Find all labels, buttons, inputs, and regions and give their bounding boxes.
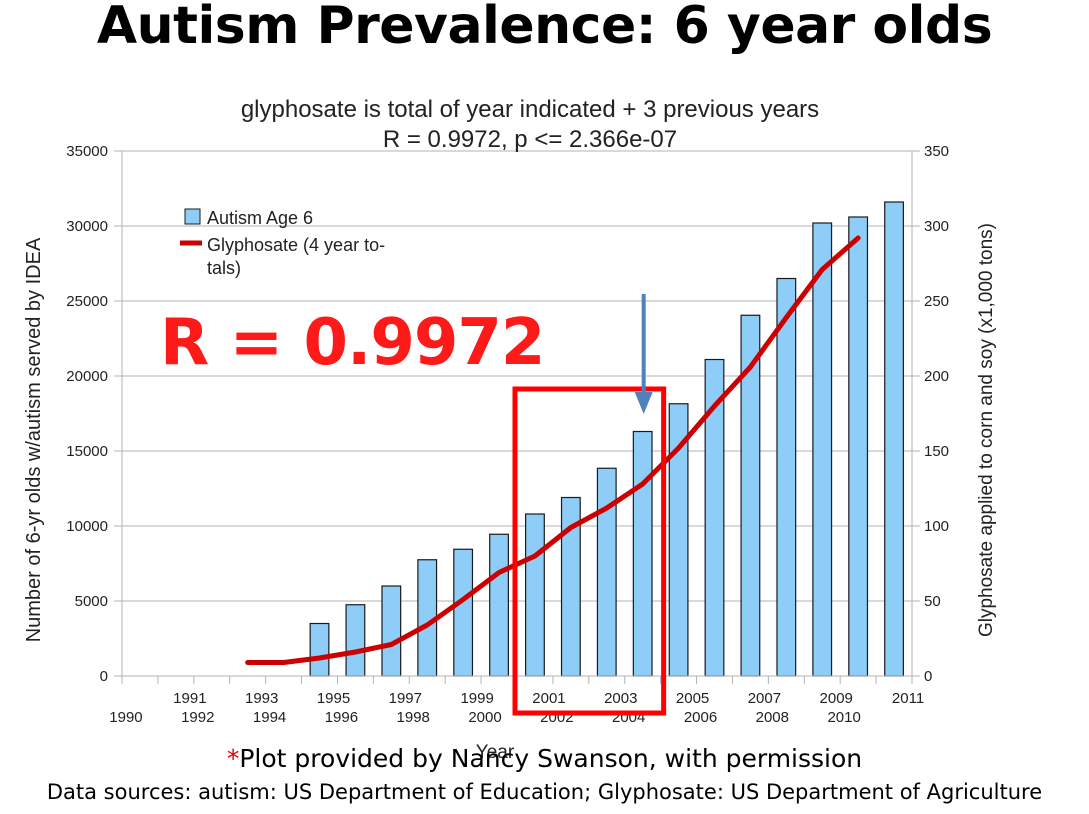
- bars: [309, 201, 904, 677]
- x-tick-label: 2001: [532, 690, 565, 707]
- y-right-tick-labels: 0 50 100 150 200 250 300 350: [924, 143, 949, 685]
- x-tick-label: 2009: [820, 690, 853, 707]
- y-right-tick-label: 200: [924, 368, 949, 385]
- y-right-tick-label: 250: [924, 293, 949, 310]
- x-tick-label: 1996: [325, 709, 358, 726]
- y-left-tick-label: 20000: [66, 368, 108, 385]
- bar-2001: [525, 513, 545, 677]
- y-right-tick-label: 0: [924, 668, 932, 685]
- x-tick-label: 2005: [676, 690, 709, 707]
- x-tick-label: 2007: [748, 690, 781, 707]
- y-left-tick-labels: 0 5000 10000 15000 20000 25000 30000 35000: [66, 143, 108, 685]
- bar-2009: [812, 222, 833, 677]
- y-left-tick-label: 10000: [66, 518, 108, 535]
- y-left-tick-label: 35000: [66, 143, 108, 160]
- bar-1999: [453, 548, 474, 677]
- y-left-tick-label: 15000: [66, 443, 108, 460]
- glyphosate-line: [245, 235, 861, 665]
- caption-attribution: *Plot provided by Nancy Swanson, with pe…: [0, 744, 1089, 773]
- bar-1997: [381, 585, 402, 677]
- bar-2011: [884, 201, 904, 677]
- y-left-tick-label: 25000: [66, 293, 108, 310]
- caption-star: *: [226, 744, 240, 773]
- x-tick-label: 2006: [684, 709, 717, 726]
- legend-label-glyphosate-1: Glyphosate (4 year to-: [207, 235, 385, 255]
- y-right-tick-label: 150: [924, 443, 949, 460]
- x-tick-label: 1997: [389, 690, 422, 707]
- legend-label-glyphosate-2: tals): [207, 258, 241, 278]
- y-right-tick-label: 350: [924, 143, 949, 160]
- caption-sources: Data sources: autism: US Department of E…: [46, 780, 1043, 804]
- arrow-head: [634, 392, 653, 414]
- y-right-tick-label: 300: [924, 218, 949, 235]
- x-tick-label: 1993: [245, 690, 278, 707]
- x-tick-label: 1994: [253, 709, 286, 726]
- legend: Autism Age 6 Glyphosate (4 year to- tals…: [180, 208, 385, 278]
- y-right-axis-label: Glyphosate applied to corn and soy (x1,0…: [976, 223, 997, 637]
- bar-2003: [596, 467, 617, 677]
- y-right-tick-label: 100: [924, 518, 949, 535]
- bar-1996: [345, 604, 366, 677]
- highlight-box: [512, 386, 667, 716]
- x-tick-label: 1995: [317, 690, 350, 707]
- x-tick-label: 1991: [173, 690, 206, 707]
- legend-label-autism: Autism Age 6: [207, 208, 313, 228]
- x-tick-label: 2000: [468, 709, 501, 726]
- x-tick-label: 1990: [109, 709, 142, 726]
- x-tick-label: 2008: [756, 709, 789, 726]
- x-tick-label: 2010: [827, 709, 860, 726]
- y-left-tick-label: 0: [100, 668, 108, 685]
- x-axis-label: Year: [476, 742, 515, 763]
- bar-2010: [848, 216, 869, 677]
- slide-title: Autism Prevalence: 6 year olds: [96, 0, 993, 56]
- x-tick-label: 1998: [397, 709, 430, 726]
- x-tick-label: 2003: [604, 690, 637, 707]
- glyphosate-polyline: [245, 235, 861, 665]
- y-left-tick-label: 30000: [66, 218, 108, 235]
- bar-1995: [309, 622, 330, 677]
- caption-text: Plot provided by Nancy Swanson, with per…: [239, 744, 863, 773]
- y-right-tick-label: 50: [924, 593, 941, 610]
- legend-swatch-autism: [184, 208, 201, 225]
- annotations: [512, 294, 667, 716]
- y-left-axis-label: Number of 6-yr olds w/autism served by I…: [23, 237, 45, 642]
- bar-2004: [632, 430, 653, 677]
- x-tick-label: 2011: [892, 690, 924, 707]
- chart-title-line1: glyphosate is total of year indicated + …: [241, 96, 819, 123]
- bar-2000: [489, 533, 509, 677]
- r-value-annotation: R = 0.9972: [160, 306, 544, 380]
- x-tick-label: 1992: [181, 709, 214, 726]
- bar-2008: [776, 277, 797, 677]
- chart-title-line2: R = 0.9972, p <= 2.366e-07: [383, 126, 677, 153]
- x-tick-label: 1999: [460, 690, 493, 707]
- y-left-tick-label: 5000: [75, 593, 108, 610]
